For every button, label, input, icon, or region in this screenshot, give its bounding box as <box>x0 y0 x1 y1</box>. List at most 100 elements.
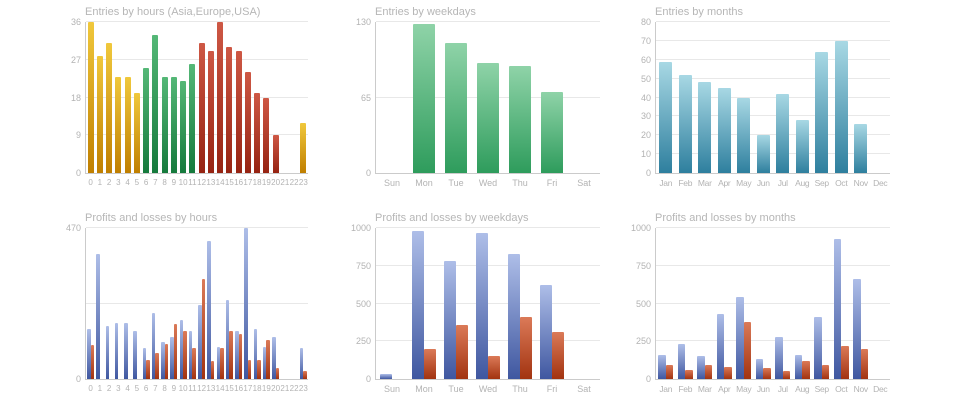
chart-entries-by-months: Entries by months 0 10 20 30 40 50 60 70 80 Jan Fe… <box>640 0 960 206</box>
bar-Jul <box>776 93 790 173</box>
x-tick-label: Sat <box>577 178 591 188</box>
bar-profits-17 <box>244 228 248 379</box>
bar-losses-14 <box>220 348 224 379</box>
x-tick-label: 22 <box>289 178 299 187</box>
gridline <box>656 115 890 117</box>
x-tick-label: 23 <box>298 384 308 393</box>
y-tick-label: 750 <box>355 260 371 271</box>
bar-profits-3 <box>114 322 119 379</box>
x-tick-label: Jun <box>756 384 770 394</box>
bar-profits-Jan <box>658 354 666 379</box>
bar-14 <box>217 22 224 173</box>
x-tick-label: 1 <box>97 384 103 393</box>
y-tick-label: 40 <box>640 92 651 103</box>
x-tick-label: 4 <box>125 178 130 187</box>
gridline <box>376 264 600 266</box>
x-tick-label: Sun <box>383 384 401 394</box>
x-tick-label: 1 <box>97 178 103 187</box>
plot-wrap: 0 250 500 750 1000 Jan Feb Mar Apr May Jun Jul Aug Se… <box>631 223 890 394</box>
bar-profits-Thu <box>507 253 520 379</box>
bar-profits-Nov <box>853 279 861 379</box>
bar-losses-23 <box>303 370 307 379</box>
bar-profits-Sun <box>379 374 392 379</box>
bar-profits-Apr <box>716 314 725 379</box>
x-tick-label: 6 <box>143 384 149 393</box>
x-tick-label: 17 <box>243 384 253 393</box>
x-tick-label: Oct <box>835 178 848 188</box>
bar-losses-20 <box>275 367 280 379</box>
bar-11 <box>189 63 196 173</box>
x-tick-label: 18 <box>252 384 262 393</box>
y-tick-label: 0 <box>365 168 371 178</box>
x-tick-label: Jan <box>659 384 673 394</box>
bar-losses-Fri <box>552 332 565 379</box>
y-tick-label: 500 <box>355 298 371 309</box>
bar-profits-May <box>736 297 744 379</box>
bar-profits-16 <box>235 330 239 379</box>
x-tick-label: Tue <box>448 384 464 394</box>
bar-losses-Jan <box>665 365 674 379</box>
bar-losses-6 <box>146 359 150 379</box>
bar-profits-15 <box>225 300 230 379</box>
bar-losses-18 <box>257 359 261 379</box>
gridline <box>376 21 600 22</box>
x-tick-label: 3 <box>116 178 121 187</box>
bar-losses-11 <box>192 348 196 379</box>
y-tick-label: 0 <box>645 374 651 384</box>
x-tick-label: Sep <box>814 178 830 188</box>
bar-profits-6 <box>142 348 147 379</box>
gridline <box>656 340 890 342</box>
bar-May <box>737 97 751 173</box>
x-tick-label: Jul <box>777 178 788 188</box>
x-tick-label: 14 <box>215 178 225 187</box>
y-tick-label: 1000 <box>630 223 651 233</box>
plot-wrap: 0 470 0 1 2 3 4 5 6 7 8 9 10 11 12 13 14 15 16 17 18 19 20 21 22… <box>66 223 308 393</box>
x-tick-label: Jul <box>777 384 788 394</box>
y-tick-label: 65 <box>360 92 371 103</box>
bar-losses-Apr <box>724 366 732 379</box>
bar-profits-Oct <box>833 238 842 379</box>
plot-area: 0 9 18 27 36 0 1 2 3 4 5 6 7 8 9 10 11 12 13 14 15 16 17 18 19 20… <box>71 17 308 187</box>
x-tick-label: 13 <box>206 384 216 393</box>
gridline <box>656 58 890 60</box>
bar-profits-1 <box>96 253 100 379</box>
x-tick-label: Apr <box>718 384 731 394</box>
bar-profits-12 <box>198 305 202 379</box>
x-tick-label: 7 <box>153 178 158 187</box>
x-tick-label: Mar <box>697 384 712 394</box>
plot-area: 0 250 500 750 1000 Sun Mon Tue Wed Thu Fri Sat <box>351 223 600 394</box>
bar-9 <box>170 76 177 173</box>
bar-Feb <box>678 74 692 173</box>
bar-losses-Jun <box>763 367 771 379</box>
x-tick-label: 19 <box>261 178 271 187</box>
x-tick-label: 2 <box>106 178 112 187</box>
bar-2 <box>106 42 113 173</box>
bar-losses-Sep <box>821 365 830 379</box>
x-tick-label: Feb <box>678 178 693 188</box>
x-tick-label: Fri <box>546 384 558 394</box>
x-tick-label: Mon <box>415 178 433 188</box>
chart-title: Entries by weekdays <box>375 6 476 18</box>
bar-profits-10 <box>179 319 184 379</box>
bar-13 <box>207 51 214 173</box>
x-tick-label: 9 <box>171 384 177 393</box>
bar-losses-Tue <box>456 324 469 379</box>
y-tick-label: 0 <box>365 374 371 384</box>
chart-profits-losses-by-hours: Profits and losses by hours 0 470 0 1 2 3 4 5 6 7… <box>0 206 320 412</box>
bar-losses-Thu <box>520 317 533 379</box>
bar-18 <box>254 93 261 173</box>
y-tick-label: 50 <box>640 73 651 84</box>
bar-Jan <box>659 61 673 173</box>
gridline <box>376 227 600 228</box>
x-tick-label: 4 <box>125 384 130 393</box>
x-tick-label: 20 <box>271 178 281 187</box>
bar-profits-0 <box>87 329 91 379</box>
x-tick-label: 10 <box>178 178 188 187</box>
y-tick-label: 36 <box>70 17 81 27</box>
bar-Oct <box>834 40 848 173</box>
bar-losses-7 <box>155 353 159 379</box>
gridline <box>86 96 308 98</box>
y-tick-label: 9 <box>75 130 81 141</box>
gridline <box>376 340 600 342</box>
